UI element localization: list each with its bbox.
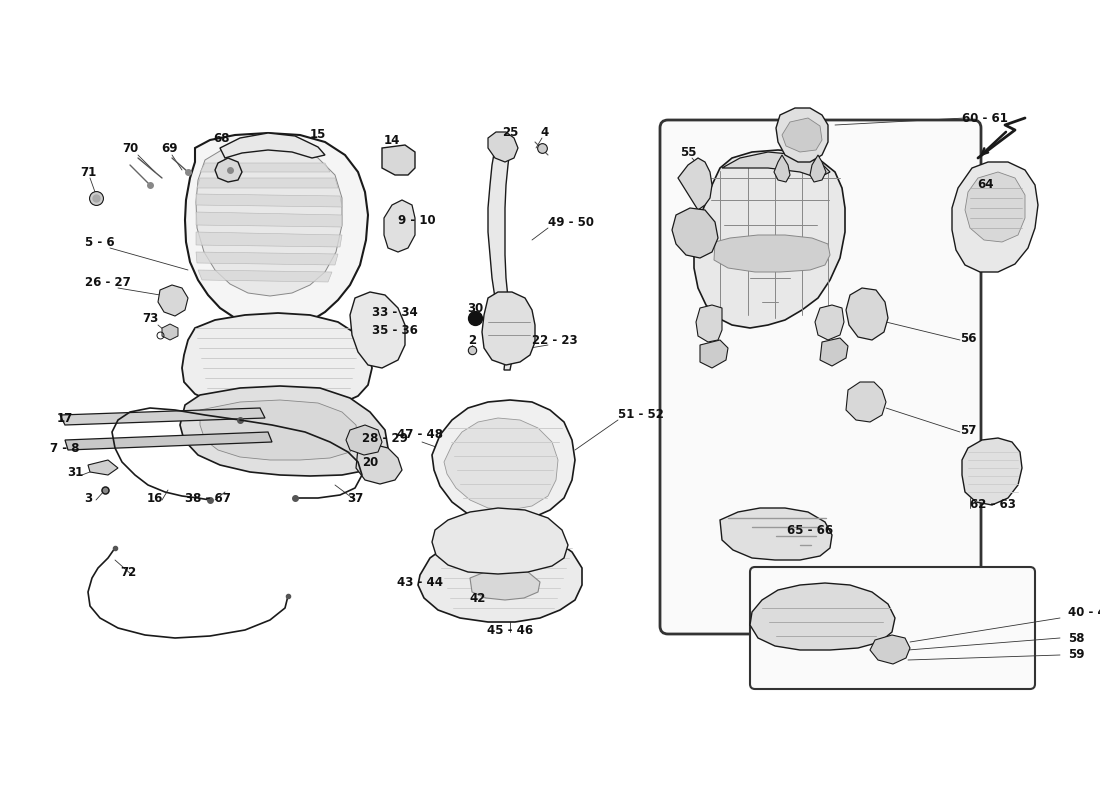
Polygon shape [846,382,886,422]
Text: 38 - 67: 38 - 67 [185,491,231,505]
Polygon shape [965,172,1025,242]
Text: 73: 73 [142,311,158,325]
Polygon shape [488,132,518,162]
Polygon shape [182,313,372,410]
Text: 9 - 10: 9 - 10 [398,214,436,226]
Polygon shape [200,400,358,460]
Text: 31: 31 [67,466,84,479]
Polygon shape [185,133,368,328]
Polygon shape [962,438,1022,505]
Polygon shape [870,635,910,664]
Polygon shape [810,155,826,182]
Text: 62 - 63: 62 - 63 [970,498,1016,511]
Polygon shape [700,340,728,368]
FancyBboxPatch shape [660,120,981,634]
Polygon shape [470,568,540,600]
Text: 22 - 23: 22 - 23 [532,334,578,346]
Polygon shape [774,155,790,182]
FancyBboxPatch shape [750,567,1035,689]
Text: 14: 14 [384,134,400,146]
Text: 2: 2 [468,334,476,346]
Text: 45 - 46: 45 - 46 [487,623,534,637]
Text: 70: 70 [122,142,139,154]
Polygon shape [488,148,512,370]
Text: 15: 15 [310,129,327,142]
Polygon shape [180,386,388,476]
Polygon shape [350,292,405,368]
Text: 30: 30 [466,302,483,314]
Text: 47 - 48: 47 - 48 [397,429,443,442]
Polygon shape [384,200,415,252]
Text: 71: 71 [80,166,96,178]
Polygon shape [197,178,338,188]
Text: 20: 20 [362,455,378,469]
Polygon shape [196,144,342,296]
Text: 49 - 50: 49 - 50 [548,215,594,229]
Polygon shape [220,133,324,158]
Text: 33 - 34: 33 - 34 [372,306,418,318]
Polygon shape [694,150,845,328]
Polygon shape [214,158,242,182]
Polygon shape [696,305,722,342]
Text: 59: 59 [1068,649,1085,662]
Text: 57: 57 [960,423,977,437]
Text: 4: 4 [541,126,549,138]
Polygon shape [820,338,848,366]
Text: 65 - 66: 65 - 66 [786,523,833,537]
Text: 16: 16 [146,491,163,505]
Polygon shape [432,508,568,574]
Polygon shape [196,212,342,227]
Polygon shape [482,292,535,365]
Polygon shape [60,408,265,425]
Text: 28 - 29: 28 - 29 [362,431,408,445]
Polygon shape [952,162,1038,272]
Text: 5 - 6: 5 - 6 [85,235,114,249]
Polygon shape [815,305,844,340]
Text: 35 - 36: 35 - 36 [372,323,418,337]
Text: 26 - 27: 26 - 27 [85,275,131,289]
Polygon shape [200,163,330,172]
Polygon shape [714,235,830,272]
Polygon shape [678,158,712,210]
Polygon shape [672,208,718,258]
Text: 51 - 52: 51 - 52 [618,409,664,422]
Text: 17: 17 [57,411,73,425]
Text: 25: 25 [502,126,518,138]
Polygon shape [750,583,895,650]
Polygon shape [782,118,822,152]
Polygon shape [722,152,830,178]
Text: 64: 64 [977,178,993,191]
Text: 68: 68 [213,131,230,145]
Text: 3: 3 [84,491,92,505]
Text: 37: 37 [346,491,363,505]
Text: 58: 58 [1068,631,1085,645]
Polygon shape [382,145,415,175]
Polygon shape [65,432,272,450]
Text: 43 - 44: 43 - 44 [397,575,443,589]
Polygon shape [198,270,332,282]
Polygon shape [432,400,575,522]
Text: 40 - 41: 40 - 41 [1068,606,1100,618]
Polygon shape [846,288,888,340]
Polygon shape [196,252,338,265]
Polygon shape [356,444,402,484]
Polygon shape [88,460,118,475]
Text: 69: 69 [162,142,178,154]
Polygon shape [444,418,558,510]
Polygon shape [776,108,828,162]
Polygon shape [346,425,382,455]
Text: 7 - 8: 7 - 8 [51,442,79,454]
Text: 55: 55 [680,146,696,158]
Polygon shape [196,232,342,247]
Polygon shape [720,508,832,560]
Polygon shape [418,530,582,622]
Polygon shape [158,285,188,316]
Text: 56: 56 [960,331,977,345]
Text: 60 - 61: 60 - 61 [962,111,1008,125]
Polygon shape [196,194,342,207]
Polygon shape [162,324,178,340]
Text: 42: 42 [470,591,486,605]
Text: 72: 72 [120,566,136,578]
